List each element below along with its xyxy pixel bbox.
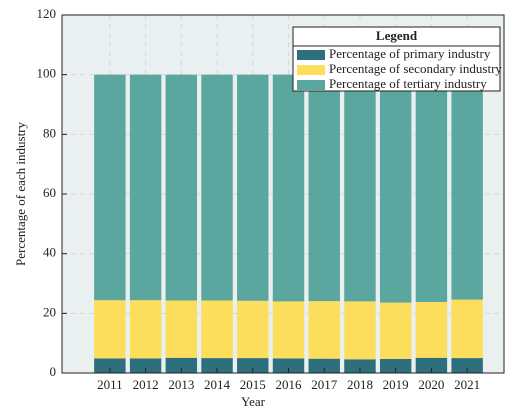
- y-tick-label: 60: [43, 185, 56, 200]
- y-tick-label: 100: [37, 66, 57, 81]
- legend-title: Legend: [376, 28, 418, 43]
- bar-segment: [344, 359, 376, 373]
- x-tick-label: 2011: [97, 377, 123, 392]
- x-tick-label: 2014: [204, 377, 231, 392]
- bar-segment: [201, 358, 233, 373]
- x-tick-label: 2019: [383, 377, 409, 392]
- bar-segment: [379, 74, 412, 303]
- bar-segment: [308, 74, 340, 302]
- bar-segment: [451, 358, 483, 373]
- legend-label: Percentage of primary industry: [329, 46, 491, 61]
- bar-segment: [201, 300, 233, 359]
- bar-segment: [379, 302, 412, 359]
- bar-segment: [379, 358, 412, 373]
- bar-segment: [272, 74, 305, 302]
- legend-swatch: [297, 65, 325, 75]
- bar-segment: [272, 358, 305, 373]
- bar-segment: [94, 358, 126, 373]
- bar-segment: [308, 358, 340, 373]
- x-axis-label: Year: [241, 394, 266, 409]
- bar-segment: [272, 301, 305, 359]
- bar-segment: [165, 300, 198, 358]
- bar-segment: [415, 357, 448, 373]
- legend-box: [292, 26, 501, 92]
- x-tick-label: 2017: [311, 377, 338, 392]
- y-tick-label: 0: [50, 364, 57, 379]
- bar-segment: [344, 301, 376, 360]
- bar-segment: [201, 74, 233, 301]
- x-tick-label: 2015: [240, 377, 266, 392]
- bar-segment: [165, 357, 198, 373]
- bar-segment: [451, 74, 483, 300]
- legend-swatch: [297, 80, 325, 90]
- legend-label: Percentage of secondary industry: [329, 61, 502, 76]
- x-tick-label: 2020: [418, 377, 444, 392]
- y-axis-label: Percentage of each industry: [13, 121, 28, 266]
- legend-label: Percentage of tertiary industry: [329, 76, 487, 91]
- x-tick-label: 2012: [133, 377, 159, 392]
- bar-segment: [129, 358, 162, 373]
- y-tick-label: 40: [43, 245, 56, 260]
- bar-segment: [308, 301, 340, 359]
- x-tick-label: 2021: [454, 377, 480, 392]
- x-tick-label: 2018: [347, 377, 373, 392]
- y-tick-label: 80: [43, 125, 56, 140]
- bar-segment: [237, 358, 269, 373]
- bar-segment: [344, 74, 376, 302]
- bar-segment: [94, 74, 126, 301]
- bar-segment: [129, 74, 162, 301]
- legend-swatch: [297, 50, 325, 60]
- x-tick-label: 2016: [276, 377, 303, 392]
- bar-segment: [165, 74, 198, 301]
- bar-segment: [415, 301, 448, 358]
- bar-segment: [415, 74, 448, 302]
- y-tick-label: 120: [37, 6, 57, 21]
- y-tick-label: 20: [43, 304, 56, 319]
- bar-segment: [451, 299, 483, 359]
- bar-segment: [237, 74, 269, 301]
- bar-segment: [129, 300, 162, 359]
- bar-segment: [237, 300, 269, 359]
- x-tick-label: 2013: [168, 377, 194, 392]
- bar-segment: [94, 300, 126, 359]
